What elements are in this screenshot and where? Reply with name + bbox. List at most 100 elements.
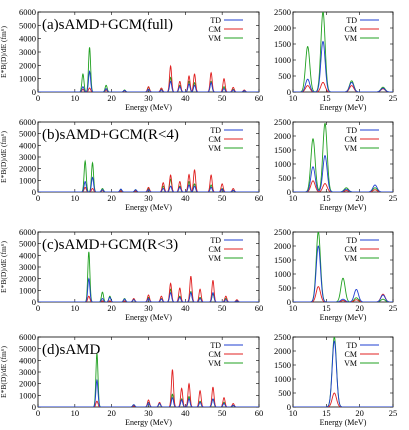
y-tick-label: 4000 [19, 34, 36, 44]
y-tick-label: 0 [32, 297, 36, 307]
y-tick-label: 0 [32, 87, 36, 97]
x-axis-label: Energy (MeV) [320, 418, 367, 427]
y-tick-label: 1500 [274, 39, 291, 49]
y-tick-label: 2500 [274, 332, 291, 342]
y-tick-label: 4000 [19, 355, 36, 365]
x-tick-label: 20 [355, 193, 364, 203]
x-tick-label: 50 [218, 303, 227, 313]
y-tick-label: 0 [287, 297, 291, 307]
y-tick-label: 5000 [19, 20, 36, 30]
plot-frame [292, 121, 394, 193]
series-line-cm [293, 81, 393, 92]
x-tick-label: 40 [181, 408, 190, 418]
y-tick-label: 1500 [274, 255, 291, 265]
x-tick-label: 10 [71, 93, 80, 103]
legend-label: CM [345, 350, 357, 359]
y-tick-label: 2000 [19, 164, 36, 174]
y-tick-label: 3000 [19, 47, 36, 57]
x-tick-label: 30 [144, 193, 153, 203]
panel-d-sAMD: 0 10 20 30 40 50 600100020003000400050006000En… [0, 332, 263, 427]
y-tick-label: 2500 [274, 7, 291, 17]
x-tick-label: 30 [144, 303, 153, 313]
y-axis-label: E*B(D)/dE (fm⁶) [0, 241, 8, 293]
x-axis-label: Energy (MeV) [320, 103, 367, 112]
y-tick-label: 3000 [19, 262, 36, 272]
legend-label: VM [344, 144, 357, 153]
x-tick-label: 10 [71, 408, 80, 418]
legend-label: CM [345, 135, 357, 144]
legend-label: CM [209, 245, 221, 254]
series-line-cm [293, 286, 393, 302]
series-line-vm [38, 47, 259, 92]
x-tick-label: 10 [289, 408, 298, 418]
y-tick-label: 5000 [19, 239, 36, 249]
panel-title: (d)sAMD [42, 342, 100, 358]
x-tick-label: 15 [322, 408, 331, 418]
y-tick-label: 1000 [19, 390, 36, 400]
x-tick-label: 25 [389, 408, 398, 418]
y-tick-label: 6000 [19, 227, 36, 237]
x-tick-label: 10 [71, 303, 80, 313]
legend-label: VM [344, 34, 357, 43]
x-tick-label: 60 [255, 408, 264, 418]
y-tick-label: 4000 [19, 250, 36, 260]
y-tick-label: 500 [278, 388, 291, 398]
y-tick-label: 6000 [19, 117, 36, 127]
y-tick-label: 2000 [19, 379, 36, 389]
y-axis-label: E*B(D)/dE (fm⁶) [0, 26, 8, 78]
y-tick-label: 3000 [19, 367, 36, 377]
x-axis-label: Energy (MeV) [125, 203, 172, 212]
y-tick-label: 2500 [274, 227, 291, 237]
x-tick-label: 20 [107, 93, 116, 103]
x-tick-label: 60 [255, 93, 264, 103]
panel-b-R4-zoom: 10 15 20 25 0 500 1000 1500 2000 2500 Energy (MeV)… [274, 117, 397, 212]
panel-title: (c)sAMD+GCM(R<3) [42, 237, 178, 253]
legend-label: TD [346, 341, 357, 350]
y-tick-label: 0 [287, 402, 291, 412]
x-tick-label: 40 [181, 93, 190, 103]
legend-label: VM [208, 359, 221, 368]
x-axis-label: Energy (MeV) [125, 313, 172, 322]
y-tick-label: 500 [278, 71, 291, 81]
y-tick-label: 2000 [274, 23, 291, 33]
legend-label: CM [209, 135, 221, 144]
legend-label: CM [345, 25, 357, 34]
y-tick-label: 5000 [19, 344, 36, 354]
series-line-td [38, 378, 259, 407]
x-tick-label: 0 [36, 93, 40, 103]
x-tick-label: 40 [181, 303, 190, 313]
series-line-cm [38, 369, 259, 407]
x-axis-label: Energy (MeV) [125, 418, 172, 427]
legend-label: TD [210, 126, 221, 135]
panel-c-R3-zoom: 10 15 20 25 0 500 1000 1500 2000 2500 Energy (MeV)… [274, 227, 397, 322]
series-line-vm [293, 122, 393, 192]
y-tick-label: 2000 [274, 346, 291, 356]
x-tick-label: 15 [322, 193, 331, 203]
legend-label: CM [209, 25, 221, 34]
x-tick-label: 50 [218, 408, 227, 418]
panel-title: (a)sAMD+GCM(full) [42, 17, 173, 33]
x-tick-label: 50 [218, 193, 227, 203]
legend-label: TD [346, 16, 357, 25]
legend-label: TD [346, 236, 357, 245]
x-tick-label: 10 [289, 193, 298, 203]
panel-b-R4: 0 10 20 30 40 50 600100020003000400050006000En… [0, 117, 263, 212]
legend-label: VM [344, 359, 357, 368]
x-tick-label: 30 [144, 93, 153, 103]
y-tick-label: 1000 [274, 159, 291, 169]
legend-label: VM [208, 34, 221, 43]
y-tick-label: 1000 [274, 374, 291, 384]
y-tick-label: 1500 [274, 360, 291, 370]
y-tick-label: 2000 [19, 274, 36, 284]
series-line-td [293, 40, 393, 92]
legend-label: VM [208, 144, 221, 153]
y-tick-label: 1000 [19, 175, 36, 185]
plot-frame [292, 231, 394, 303]
series-line-td [38, 176, 259, 192]
legend-label: TD [210, 16, 221, 25]
x-tick-label: 30 [144, 408, 153, 418]
legend-label: TD [210, 236, 221, 245]
x-axis-label: Energy (MeV) [320, 203, 367, 212]
x-tick-label: 10 [289, 303, 298, 313]
y-axis-label: E*B(D)/dE (fm⁶) [0, 131, 8, 183]
